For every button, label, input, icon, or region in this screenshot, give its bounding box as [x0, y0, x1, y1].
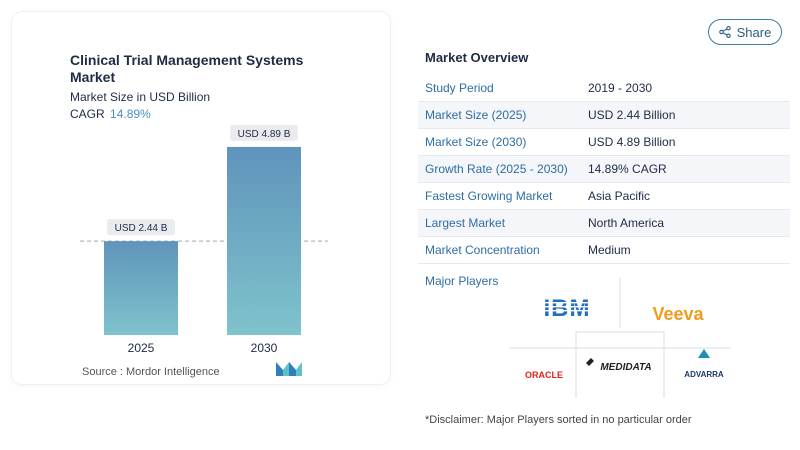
overview-label: Fastest Growing Market — [425, 189, 553, 203]
chart-title: Clinical Trial Management Systems Market — [70, 52, 304, 85]
disclaimer: *Disclaimer: Major Players sorted in no … — [425, 414, 692, 426]
advarra-mark-icon — [698, 349, 710, 358]
cagr-value: 14.89% — [110, 107, 151, 121]
overview-row: Largest Market North America — [418, 210, 790, 237]
overview-value: USD 2.44 Billion — [588, 108, 676, 122]
bar-2030 — [227, 146, 301, 335]
medidata-mark-icon — [586, 358, 594, 366]
overview-row: Fastest Growing Market Asia Pacific — [418, 183, 790, 210]
overview-label: Study Period — [425, 81, 494, 95]
overview-row: Study Period 2019 - 2030 — [418, 75, 790, 102]
veeva-logo: Veeva — [652, 304, 704, 324]
overview-label: Market Size (2025) — [425, 108, 527, 122]
overview-value: Asia Pacific — [588, 189, 651, 203]
overview-value: 14.89% CAGR — [588, 162, 667, 176]
data-label-bg — [230, 124, 298, 141]
share-button[interactable]: Share — [708, 19, 782, 45]
data-label: USD 4.89 B — [238, 129, 291, 140]
overview-value: Medium — [588, 243, 631, 257]
overview-row: Growth Rate (2025 - 2030) 14.89% CAGR — [418, 156, 790, 183]
overview-table: Study Period 2019 - 2030 Market Size (20… — [418, 75, 790, 264]
overview-label: Largest Market — [425, 216, 506, 230]
overview-label: Market Size (2030) — [425, 135, 527, 149]
chart-subtitle: Market Size in USD Billion — [70, 90, 211, 104]
overview-value: USD 4.89 Billion — [588, 135, 676, 149]
overview-row: Market Concentration Medium — [418, 237, 790, 264]
mordor-intelligence-logo-icon — [276, 362, 302, 376]
ibm-stripes — [538, 298, 596, 312]
overview-value: 2019 - 2030 — [588, 81, 653, 95]
overview-label: Market Concentration — [425, 243, 540, 257]
bar-chart: USD 2.44 B 2025 USD 4.89 B 2030 — [80, 124, 328, 355]
cagr-label: CAGR — [70, 107, 105, 121]
category-label: 2025 — [128, 341, 155, 355]
medidata-logo: MEDIDATA — [600, 362, 651, 373]
overview-title: Market Overview — [425, 50, 529, 65]
overview-label: Growth Rate (2025 - 2030) — [425, 162, 568, 176]
oracle-logo: ORACLE — [525, 370, 563, 380]
data-label-bg — [107, 219, 175, 236]
overview-row: Market Size (2030) USD 4.89 Billion — [418, 129, 790, 156]
major-players-title: Major Players — [425, 274, 499, 288]
bar-2025 — [104, 241, 178, 335]
category-label: 2030 — [251, 341, 278, 355]
ibm-logo: IBM — [544, 295, 591, 322]
chart-card — [12, 12, 390, 384]
major-players-grid: IBM Veeva ORACLE MEDIDATA ADVARRA — [510, 278, 730, 398]
chart-source: Source : Mordor Intelligence — [82, 366, 220, 378]
share-label: Share — [736, 24, 772, 40]
data-label: USD 2.44 B — [115, 223, 168, 234]
overview-row: Market Size (2025) USD 2.44 Billion — [418, 102, 790, 129]
share-icon — [718, 26, 731, 38]
advarra-logo: ADVARRA — [684, 370, 724, 379]
chart-cagr: CAGR 14.89% — [70, 107, 151, 121]
overview-value: North America — [588, 216, 665, 230]
